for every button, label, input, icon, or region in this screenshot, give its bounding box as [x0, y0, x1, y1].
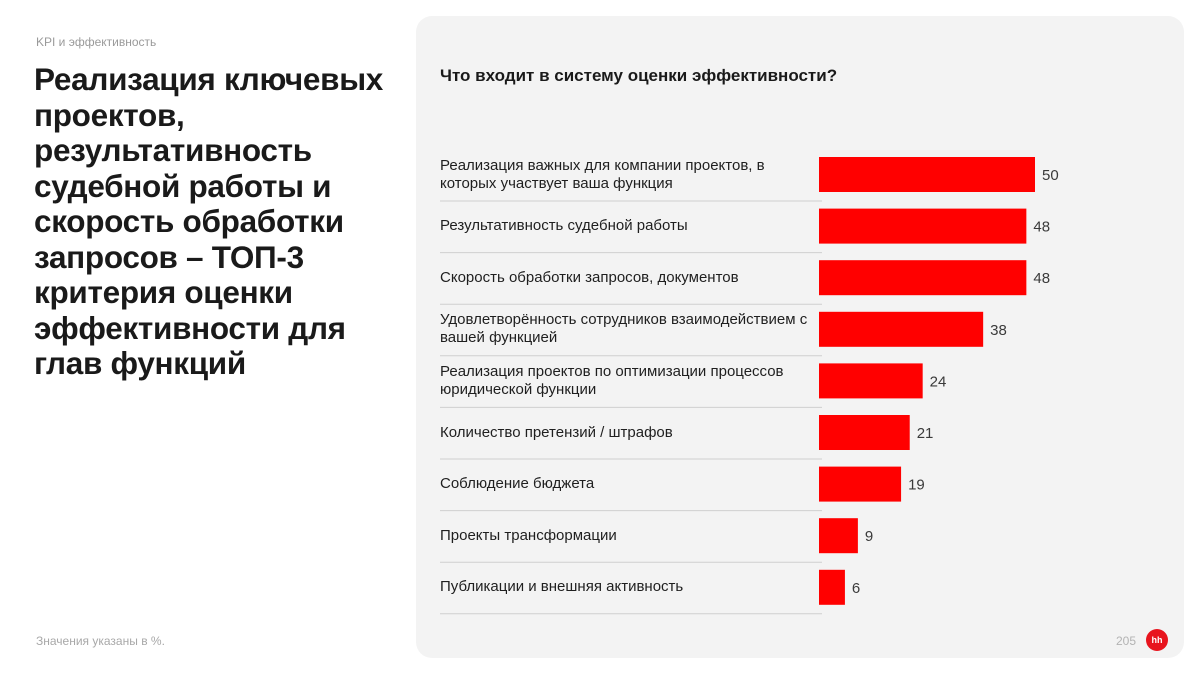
- category-label: Результативность судебной работы: [440, 217, 688, 235]
- value-label: 50: [1042, 167, 1059, 184]
- bar-chart: 50 48 48 38 24 21 19 9 6: [440, 157, 1059, 615]
- page-number: 205: [1116, 634, 1137, 648]
- value-label: 48: [1033, 270, 1050, 287]
- bar: [819, 569, 845, 605]
- bar: [819, 311, 984, 347]
- chart-title: Что входит в систему оценки эффективност…: [440, 66, 838, 85]
- category-label: Удовлетворённость сотрудников взаимодейс…: [440, 311, 808, 347]
- bar: [819, 157, 1035, 192]
- value-label: 9: [865, 528, 873, 545]
- value-label: 24: [930, 373, 947, 390]
- hh-logo: hh: [1146, 629, 1168, 651]
- chart-panel: Что входит в систему оценки эффективност…: [416, 16, 1184, 658]
- value-label: 6: [852, 580, 860, 597]
- bar: [819, 260, 1027, 296]
- value-label: 21: [917, 425, 934, 442]
- bar: [819, 415, 910, 450]
- category-label: Проекты трансформации: [440, 526, 617, 544]
- category-label: Реализация важных для компании проектов,…: [440, 156, 765, 192]
- bar: [819, 518, 858, 554]
- footnote: Значения указаны в %.: [36, 634, 165, 648]
- category-label: Скорость обработки запросов, документов: [440, 268, 739, 286]
- bar: [819, 363, 923, 399]
- category-label: Соблюдение бюджета: [440, 475, 595, 493]
- bar: [819, 466, 902, 502]
- category-label: Реализация проектов по оптимизации проце…: [440, 362, 784, 398]
- value-label: 48: [1033, 219, 1050, 236]
- value-label: 38: [990, 322, 1007, 339]
- section-label: KPI и эффективность: [36, 35, 157, 49]
- category-label: Количество претензий / штрафов: [440, 423, 673, 441]
- category-label: Публикации и внешняя активность: [440, 578, 684, 596]
- value-label: 19: [908, 477, 925, 494]
- headline: Реализация ключевых проектов, результати…: [34, 61, 384, 381]
- bar: [819, 208, 1027, 244]
